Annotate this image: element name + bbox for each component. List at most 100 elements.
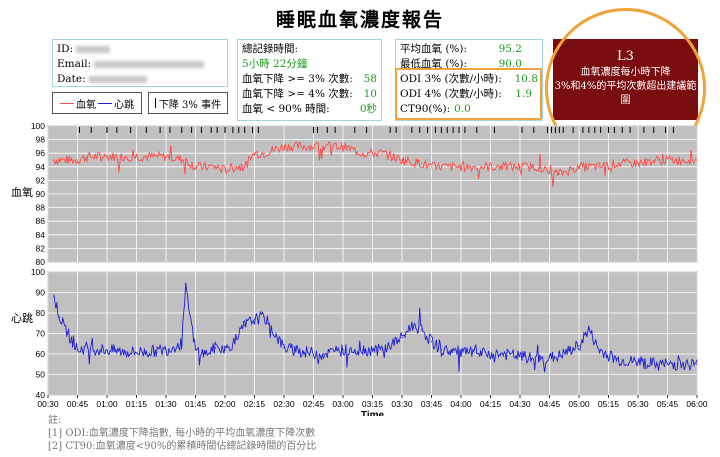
- y-axis-label: 血氧: [11, 185, 33, 199]
- below90-label: 血氧 < 90% 時間:: [242, 103, 330, 115]
- y-tick-label: 82: [36, 243, 46, 253]
- y-tick-label: 98: [36, 135, 46, 145]
- odi4-row: ODI 4% (次數/小時): 1.9: [400, 87, 538, 102]
- hr-point: [253, 318, 256, 320]
- hr-legend-label: 心跳: [114, 99, 134, 111]
- x-tick-label: 05:15: [598, 399, 620, 409]
- x-tick-label: 00:45: [67, 399, 89, 409]
- hr-point: [696, 363, 698, 365]
- avg-value: 95.2: [498, 43, 522, 55]
- spo2-point: [362, 152, 364, 154]
- spo2-point: [126, 156, 128, 158]
- hr-point: [126, 351, 128, 353]
- hr-point: [204, 353, 206, 355]
- spo2-point: [519, 166, 521, 168]
- hr-point: [145, 351, 147, 353]
- x-tick-label: 03:45: [421, 399, 443, 409]
- total-time-label-row: 總記錄時間:: [242, 42, 377, 57]
- x-tick-label: 05:45: [657, 399, 679, 409]
- spo2-point: [322, 145, 324, 147]
- x-tick-label: 04:00: [450, 399, 472, 409]
- y-tick-label: 84: [36, 230, 46, 240]
- spo2-point: [460, 166, 462, 168]
- recording-stats-panel: 總記錄時間: 5小時 22分鐘 血氧下降 >= 3% 次數: 58 血氧下降 >=…: [237, 39, 382, 121]
- hr-point: [283, 347, 285, 349]
- chart-legend: 血氧 心跳: [52, 92, 142, 114]
- hr-point: [578, 345, 580, 347]
- x-tick-label: 02:30: [273, 399, 295, 409]
- spo2-point: [263, 152, 265, 154]
- hr-point: [362, 349, 364, 351]
- x-tick-label: 02:00: [214, 399, 236, 409]
- hr-point: [86, 347, 88, 349]
- hr-point: [401, 337, 403, 339]
- drop4-value: 10: [363, 88, 377, 100]
- spo2-point: [96, 156, 98, 158]
- hr-point: [224, 349, 226, 351]
- event-legend-mark: [154, 98, 156, 108]
- event-legend-label: 下降 3% 事件: [158, 99, 222, 111]
- hr-point: [588, 328, 590, 330]
- spo2-point: [253, 152, 256, 154]
- spo2-legend-label: 血氧: [76, 99, 96, 111]
- oxygen-stats-panel: 平均血氧 (%): 95.2 最低血氧 (%): 90.0 ODI 3% (次數/小…: [395, 39, 543, 121]
- total-time-value: 5小時 22分鐘: [242, 58, 308, 70]
- odi4-value: 1.9: [515, 88, 532, 100]
- y-tick-label: 94: [36, 162, 46, 172]
- x-tick-label: 04:15: [480, 399, 502, 409]
- hr-point: [440, 349, 442, 351]
- spo2-point: [86, 156, 88, 158]
- hr-point: [480, 353, 482, 355]
- hr-point: [598, 349, 600, 351]
- hr-point: [303, 351, 305, 353]
- x-tick-label: 02:45: [303, 399, 325, 409]
- spo2-point: [194, 166, 197, 168]
- hr-point: [194, 349, 197, 351]
- id-row: ID:: [57, 42, 223, 57]
- avg-label: 平均血氧 (%):: [400, 43, 468, 55]
- spo2-trace: [53, 141, 697, 188]
- spo2-point: [53, 159, 55, 161]
- x-tick-label: 03:15: [362, 399, 384, 409]
- spo2-point: [598, 166, 600, 168]
- hr-legend-line: [98, 102, 112, 104]
- below90-row: 血氧 < 90% 時間: 0秒: [242, 102, 377, 117]
- x-tick-label: 01:15: [126, 399, 148, 409]
- note-1: [1] ODI:血氧濃度下降指數, 每小時的平均血氧濃度下降次數: [48, 428, 316, 439]
- spo2-point: [499, 166, 501, 168]
- x-tick-label: 05:00: [568, 399, 590, 409]
- spo2-point: [283, 145, 285, 147]
- spo2-point: [224, 169, 226, 171]
- spo2-point: [185, 159, 187, 161]
- hr-point: [637, 361, 639, 363]
- x-tick-label: 00:30: [37, 399, 59, 409]
- redacted-email: [94, 60, 205, 68]
- hr-point: [263, 316, 265, 318]
- hr-point: [430, 341, 433, 343]
- min-row: 最低血氧 (%): 90.0: [400, 57, 538, 72]
- hr-point: [181, 343, 183, 345]
- user-info-panel: ID: Email: Date:: [52, 39, 228, 87]
- x-tick-label: 05:30: [627, 399, 649, 409]
- total-time-label: 總記錄時間:: [242, 43, 299, 55]
- hr-point: [67, 332, 69, 335]
- hr-point: [322, 353, 324, 355]
- hr-trace: [53, 282, 698, 373]
- spo2-point: [76, 159, 79, 161]
- odi3-row: ODI 3% (次數/小時): 10.8: [400, 72, 538, 87]
- hr-point: [411, 324, 413, 326]
- spo2-point: [303, 145, 305, 147]
- total-time-row: 5小時 22分鐘: [242, 57, 377, 72]
- y-tick-label: 90: [36, 288, 46, 298]
- spo2-point: [440, 166, 442, 168]
- spo2-point: [342, 145, 344, 147]
- id-label: ID:: [57, 43, 74, 55]
- y-tick-label: 88: [36, 203, 46, 213]
- spo2-point: [657, 159, 659, 161]
- hr-point: [617, 359, 619, 361]
- spo2-point: [637, 162, 639, 164]
- x-tick-label: 02:15: [244, 399, 266, 409]
- x-tick-label: 03:30: [391, 399, 413, 409]
- odi3-value: 10.8: [514, 73, 538, 85]
- ct90-value: 0.0: [454, 103, 471, 115]
